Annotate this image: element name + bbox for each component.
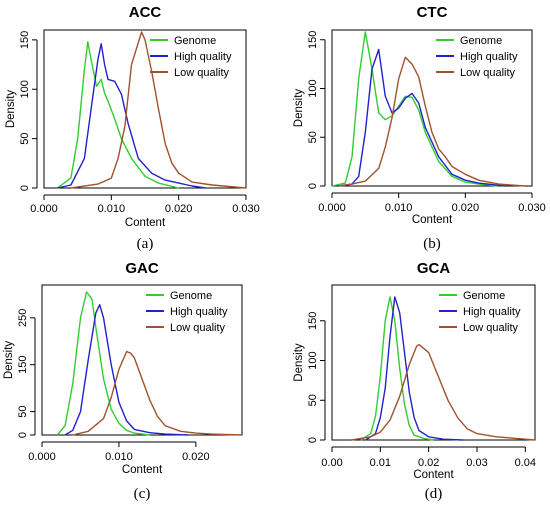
x-axis-label: Content (413, 469, 454, 481)
subfigure-label: (a) (137, 236, 154, 252)
legend-entry: Low quality (170, 322, 226, 334)
chart-gca: GCA 0.00 0.01 0.02 0.03 0.04 Content 0 50 100 150 D… (293, 260, 536, 502)
x-axis-label: Content (412, 214, 453, 226)
y-axis-label: Density (5, 90, 17, 129)
subfigure-label: (b) (423, 236, 441, 252)
y-tick-label: 100 (307, 79, 319, 97)
plot-frame (41, 284, 243, 436)
legend-entry: Genome (170, 290, 212, 302)
y-tick-label: 0 (19, 185, 31, 191)
x-tick-label: 0.04 (515, 457, 536, 469)
x-tick-label: 0.000 (28, 451, 56, 463)
y-axis-label: Density (293, 89, 305, 128)
plot-frame (331, 29, 533, 187)
legend-entry: High quality (174, 51, 232, 63)
y-tick-label: 150 (307, 31, 319, 49)
series-line-genome (57, 41, 179, 189)
x-axis-label: Content (122, 464, 163, 476)
series-line-genome (360, 296, 434, 441)
x-tick-label: 0.03 (466, 457, 487, 469)
x-tick-label: 0.020 (452, 202, 480, 214)
chart-acc: ACC 0.000 0.010 0.020 0.030 Content 0 50 100 150 D… (5, 4, 260, 252)
plot-frame (43, 29, 247, 189)
legend-entry: Low quality (174, 67, 230, 79)
series-line-low-quality (70, 31, 247, 189)
x-tick-label: 0.000 (318, 202, 346, 214)
series-line-genome (56, 291, 150, 436)
legend-entry: Low quality (460, 67, 516, 79)
legend-entry: High quality (463, 306, 521, 318)
chart-ctc: CTC 0.000 0.010 0.020 0.030 Content 0 50 100 150 D… (293, 4, 546, 252)
x-tick-label: 0.01 (370, 457, 391, 469)
series-line-low-quality (351, 343, 536, 441)
y-tick-label: 50 (307, 394, 319, 406)
x-tick-label: 0.00 (321, 457, 342, 469)
series-line-genome (331, 31, 499, 187)
x-tick-label: 0.020 (182, 451, 210, 463)
series-line-low-quality (72, 350, 243, 436)
y-axis-label: Density (3, 341, 15, 380)
series-line-low-quality (338, 56, 526, 187)
legend-entry: Genome (463, 290, 505, 302)
series-line-high-quality (338, 48, 506, 187)
series-line-high-quality (64, 304, 189, 436)
y-tick-label: 0 (17, 432, 29, 438)
y-tick-label: 50 (17, 405, 29, 417)
y-tick-label: 150 (307, 312, 319, 330)
legend-entry: High quality (170, 306, 228, 318)
y-tick-label: 0 (307, 183, 319, 189)
x-tick-label: 0.010 (98, 203, 126, 215)
series-line-high-quality (57, 43, 206, 189)
x-tick-label: 0.030 (232, 203, 260, 215)
y-tick-label: 0 (307, 437, 319, 443)
x-tick-label: 0.010 (105, 451, 133, 463)
legend-entry: Genome (174, 35, 216, 47)
x-tick-label: 0.010 (385, 202, 413, 214)
y-tick-label: 250 (17, 309, 29, 327)
x-tick-label: 0.020 (165, 203, 193, 215)
x-tick-label: 0.02 (418, 457, 439, 469)
y-tick-label: 50 (19, 133, 31, 145)
y-tick-label: 50 (307, 131, 319, 143)
chart-title: GCA (417, 260, 451, 277)
legend-entry: Genome (460, 35, 502, 47)
x-tick-label: 0.030 (518, 202, 546, 214)
y-tick-label: 150 (19, 31, 31, 49)
chart-title: ACC (129, 4, 162, 21)
subfigure-label: (c) (134, 486, 151, 502)
x-axis-label: Content (125, 217, 166, 229)
y-tick-label: 100 (19, 80, 31, 98)
series-line-high-quality (365, 296, 463, 441)
chart-title: CTC (417, 4, 448, 21)
subfigure-label: (d) (425, 486, 443, 502)
x-tick-label: 0.000 (30, 203, 58, 215)
y-tick-label: 100 (307, 351, 319, 369)
chart-title: GAC (125, 260, 159, 277)
y-axis-label: Density (293, 343, 305, 382)
legend-entry: High quality (460, 51, 518, 63)
chart-gac: GAC 0.000 0.010 0.020 Content 0 50 150 250 Densit… (3, 260, 243, 502)
y-tick-label: 150 (17, 356, 29, 374)
legend-entry: Low quality (463, 322, 519, 334)
